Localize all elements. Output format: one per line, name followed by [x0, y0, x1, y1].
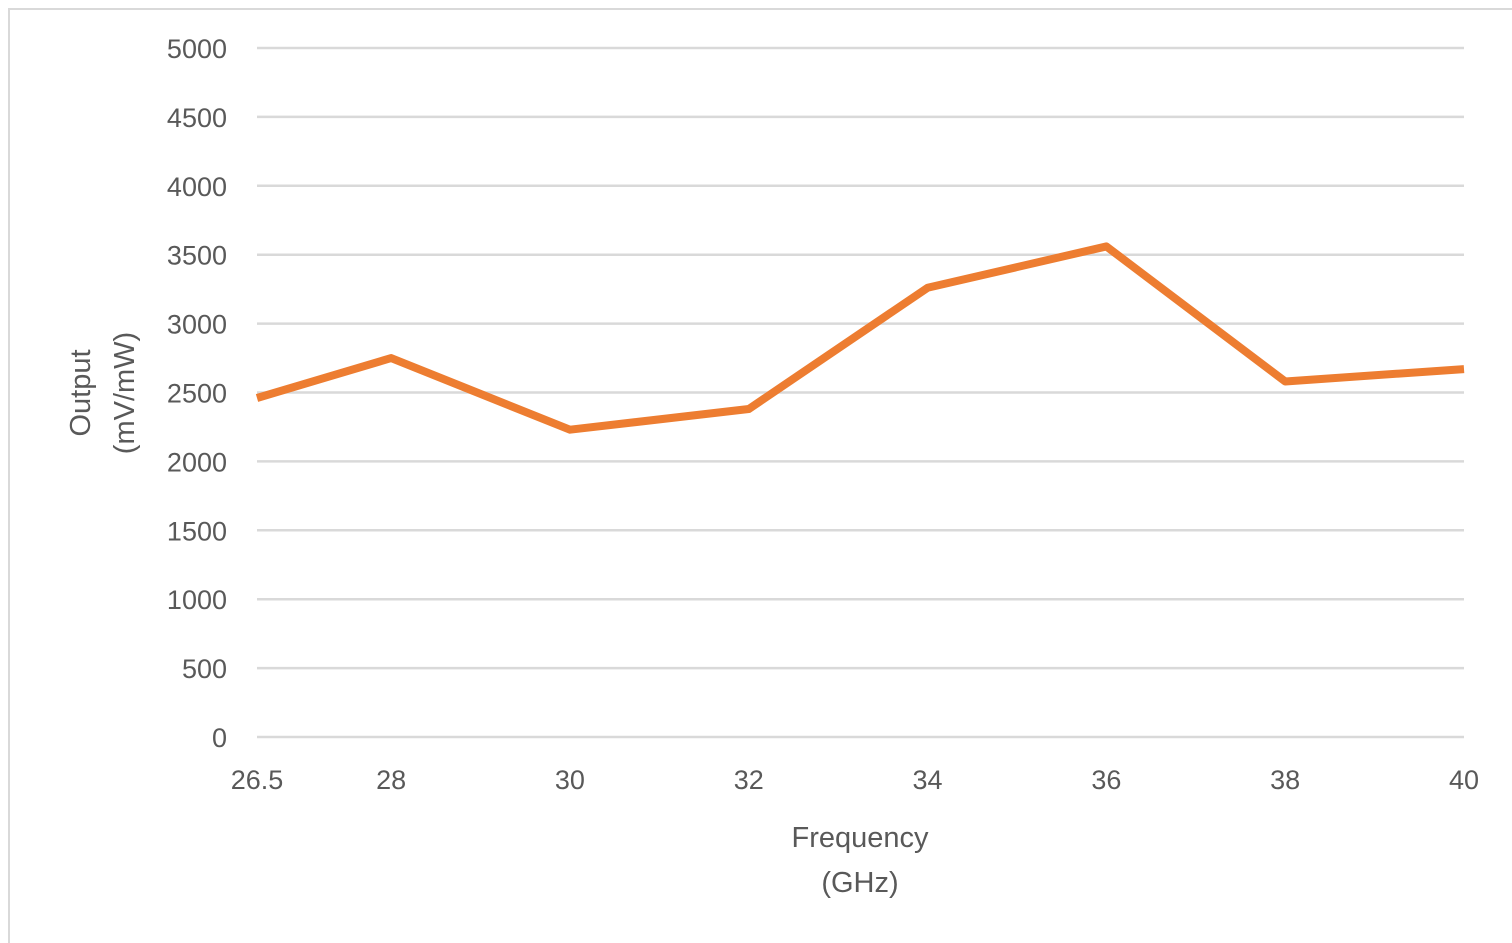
y-tick-label-4500: 4500 — [167, 103, 227, 133]
x-tick-label-36: 36 — [1091, 765, 1121, 795]
series-lines — [255, 242, 1465, 434]
x-tick-label-28: 28 — [376, 765, 406, 795]
y-tick-label-4000: 4000 — [167, 172, 227, 202]
x-tick-label-26.5: 26.5 — [231, 765, 284, 795]
y-tick-label-1000: 1000 — [167, 585, 227, 615]
gridlines — [257, 46, 1464, 739]
y-tick-label-1500: 1500 — [167, 516, 227, 546]
chart-area — [8, 8, 1512, 943]
y-axis-title-line-2: (mV/mW) — [109, 332, 141, 454]
series-line-0 — [255, 242, 1465, 434]
y-tick-label-2500: 2500 — [167, 379, 227, 409]
y-tick-label-5000: 5000 — [167, 34, 227, 64]
x-axis-tick-labels: 26.5 28 30 32 34 36 38 40 — [231, 765, 1479, 795]
y-tick-label-3000: 3000 — [167, 310, 227, 340]
x-axis-title-line-2: (GHz) — [821, 867, 898, 899]
y-axis-tick-labels: 0 500 1000 1500 2000 2500 3000 3500 4000 4500 5000 — [167, 34, 227, 753]
y-tick-label-0: 0 — [212, 723, 227, 753]
x-tick-label-34: 34 — [913, 765, 943, 795]
x-tick-label-32: 32 — [734, 765, 764, 795]
x-axis-title-line-1: Frequency — [791, 822, 929, 854]
y-tick-label-500: 500 — [182, 654, 227, 684]
x-tick-label-30: 30 — [555, 765, 585, 795]
x-tick-label-38: 38 — [1270, 765, 1300, 795]
y-tick-label-2000: 2000 — [167, 447, 227, 477]
y-axis-title-line-1: Output — [65, 349, 97, 436]
x-tick-label-40: 40 — [1449, 765, 1479, 795]
y-tick-label-3500: 3500 — [167, 241, 227, 271]
